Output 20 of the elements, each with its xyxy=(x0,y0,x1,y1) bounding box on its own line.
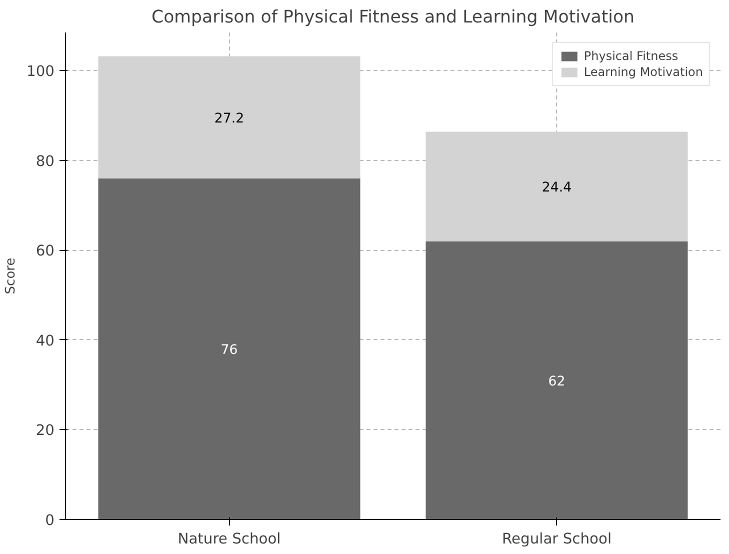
legend-label: Learning Motivation xyxy=(584,65,703,79)
x-tick-label: Nature School xyxy=(178,530,281,548)
bar xyxy=(98,178,360,520)
bar xyxy=(426,241,688,520)
bar xyxy=(426,132,688,242)
data-label: 24.4 xyxy=(542,180,572,196)
data-label: 62 xyxy=(548,374,566,390)
y-tick-label: 0 xyxy=(45,512,55,529)
data-label: 27.2 xyxy=(214,111,244,126)
chart-title: Comparison of Physical Fitness and Learning Motivation xyxy=(151,8,635,28)
y-tick-label: 100 xyxy=(26,63,55,80)
x-tick-label: Regular School xyxy=(502,530,612,548)
data-label: 76 xyxy=(220,342,238,358)
bar xyxy=(98,56,360,178)
y-tick-label: 60 xyxy=(36,242,55,260)
legend-label: Physical Fitness xyxy=(584,49,678,63)
y-tick-label: 80 xyxy=(36,152,55,170)
y-tick-label: 40 xyxy=(36,332,55,350)
y-tick-label: 20 xyxy=(36,422,55,440)
y-axis-title: Score xyxy=(4,258,19,294)
